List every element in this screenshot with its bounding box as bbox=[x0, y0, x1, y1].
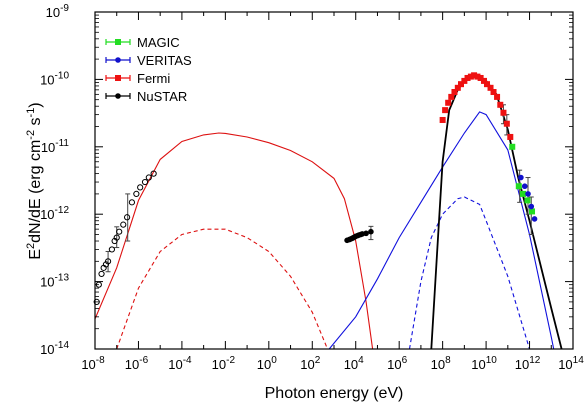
data-point bbox=[133, 190, 140, 198]
legend-marker bbox=[115, 93, 121, 99]
legend-marker bbox=[115, 39, 121, 45]
legend-marker bbox=[115, 75, 121, 81]
model-curve bbox=[430, 74, 563, 349]
legend-label: VERITAS bbox=[137, 53, 192, 68]
x-tick-label: 1014 bbox=[558, 355, 584, 372]
x-tick-label: 10-2 bbox=[212, 355, 236, 372]
y-tick-label: 10-10 bbox=[40, 70, 69, 87]
y-tick-label: 10-13 bbox=[40, 273, 69, 290]
data-point bbox=[445, 99, 452, 106]
y-title-part: ) bbox=[27, 102, 44, 107]
data-point bbox=[368, 228, 374, 235]
data-point bbox=[448, 93, 455, 100]
data-point bbox=[104, 258, 112, 265]
y-tick-label: 10-11 bbox=[41, 138, 70, 155]
legend-label: Fermi bbox=[137, 71, 170, 86]
data-point bbox=[518, 174, 524, 181]
data-point bbox=[93, 298, 100, 305]
data-point bbox=[451, 89, 458, 96]
data-point bbox=[480, 77, 487, 84]
data-point bbox=[442, 107, 449, 114]
data-point bbox=[487, 84, 494, 91]
data-point bbox=[507, 133, 514, 140]
x-axis: 10-8 10-6 10-4 10-2 100 102 104 106 108 1010 1012 1… bbox=[81, 12, 584, 372]
data-point bbox=[520, 190, 527, 197]
data-point bbox=[531, 216, 538, 222]
data-point bbox=[98, 270, 105, 278]
data-point bbox=[145, 174, 152, 181]
model-curve bbox=[328, 111, 555, 349]
model-curves bbox=[95, 74, 563, 349]
y-axis-title: E2dN/dE (erg cm-2 s-1) bbox=[25, 102, 44, 259]
y-title-part: s bbox=[27, 117, 44, 129]
data-point bbox=[500, 109, 507, 116]
data-point bbox=[528, 203, 535, 210]
data-point bbox=[524, 197, 531, 204]
data-point bbox=[474, 73, 481, 80]
data-point bbox=[116, 228, 123, 235]
x-tick-label: 100 bbox=[257, 355, 277, 372]
x-tick-label: 108 bbox=[431, 355, 451, 372]
data-point bbox=[120, 221, 127, 228]
y-title-sup: -1 bbox=[25, 108, 37, 118]
data-points bbox=[93, 72, 538, 305]
y-tick-label: 10-12 bbox=[40, 205, 69, 222]
data-point bbox=[464, 74, 471, 81]
error-bars bbox=[105, 104, 534, 273]
y-title-part: E bbox=[27, 249, 44, 260]
legend-label: NuSTAR bbox=[137, 89, 187, 104]
data-point bbox=[457, 81, 464, 88]
x-tick-label: 10-6 bbox=[125, 355, 149, 372]
data-point bbox=[497, 101, 504, 108]
x-tick-label: 104 bbox=[344, 355, 364, 372]
data-point bbox=[521, 183, 528, 190]
data-point bbox=[108, 246, 116, 253]
data-point bbox=[529, 208, 536, 215]
model-curve bbox=[116, 228, 329, 349]
data-point bbox=[439, 116, 446, 123]
data-point bbox=[467, 73, 474, 80]
x-tick-label: 1012 bbox=[515, 355, 541, 372]
data-point bbox=[477, 74, 484, 81]
y-title-sup: 2 bbox=[25, 243, 37, 249]
data-point bbox=[113, 234, 120, 241]
model-curve bbox=[408, 196, 531, 349]
data-point bbox=[494, 93, 501, 100]
data-point bbox=[363, 230, 369, 237]
data-point bbox=[509, 143, 516, 150]
data-point bbox=[490, 89, 497, 96]
data-point bbox=[454, 84, 461, 91]
y-title-sup: -2 bbox=[25, 130, 37, 140]
x-tick-label: 10-4 bbox=[168, 355, 192, 372]
y-axis: 10-14 10-13 10-12 10-11 10-10 10-9 bbox=[40, 3, 573, 357]
data-point bbox=[150, 170, 157, 177]
x-tick-label: 1010 bbox=[471, 355, 497, 372]
data-point bbox=[141, 178, 149, 186]
data-point bbox=[128, 199, 136, 206]
y-title-part: dN/dE (erg cm bbox=[27, 140, 44, 243]
data-point bbox=[483, 81, 490, 88]
x-tick-label: 102 bbox=[300, 355, 320, 372]
legend-label: MAGIC bbox=[137, 35, 180, 50]
model-curve bbox=[95, 132, 374, 349]
data-point bbox=[137, 184, 144, 191]
y-tick-label: 10-14 bbox=[40, 340, 69, 357]
legend-marker bbox=[115, 57, 121, 63]
x-axis-title: Photon energy (eV) bbox=[265, 385, 404, 402]
legend: MAGIC VERITAS Fermi NuSTAR bbox=[105, 35, 192, 104]
data-point bbox=[471, 72, 478, 79]
x-tick-label: 10-8 bbox=[81, 355, 105, 372]
y-tick-label: 10-9 bbox=[46, 3, 70, 20]
data-point bbox=[525, 191, 531, 197]
x-tick-label: 106 bbox=[387, 355, 407, 372]
data-point bbox=[503, 120, 510, 127]
data-point bbox=[515, 183, 522, 190]
data-point bbox=[123, 214, 131, 221]
data-point bbox=[461, 77, 468, 84]
